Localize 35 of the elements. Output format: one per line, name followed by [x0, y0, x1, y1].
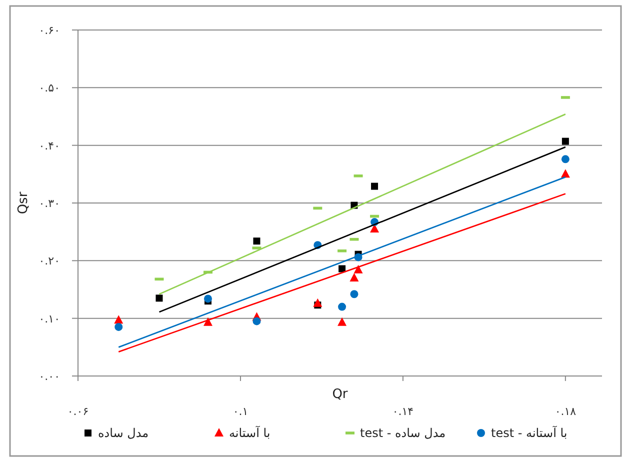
y-tick-label: ۰.۱۰	[38, 312, 60, 326]
x-tick-label: ۰.۱۸	[554, 405, 576, 418]
point	[350, 272, 359, 282]
y-tick-label: ۰.۳۰	[38, 197, 60, 210]
x-tick-label: ۰.۰۶	[67, 405, 89, 418]
point	[371, 182, 378, 190]
point	[350, 290, 358, 298]
point	[114, 315, 124, 324]
y-axis-title: Qsr	[16, 191, 31, 214]
y-tick-label: ۰.۲۰	[38, 254, 60, 268]
y-tick-label: ۰.۰۰	[38, 370, 60, 383]
point	[252, 317, 261, 326]
point	[562, 138, 569, 145]
y-tick-label: ۰.۵۰	[38, 82, 60, 95]
y-tick-label: ۰.۶۰	[38, 24, 60, 37]
legend-label: با آستانه - test	[491, 425, 568, 440]
point	[338, 302, 346, 311]
point	[253, 238, 260, 245]
x-axis-title: Qr	[332, 387, 348, 402]
x-tick-label: ۰.۱۴	[392, 405, 414, 418]
point	[354, 264, 363, 274]
legend-label: مدل ساده - test	[360, 426, 446, 440]
legend-label: مدل ساده	[98, 426, 149, 440]
x-tick-label: ۰.۱	[232, 405, 248, 418]
point	[156, 294, 163, 302]
point	[313, 298, 322, 307]
point	[114, 322, 123, 331]
point	[338, 317, 347, 326]
point	[203, 317, 212, 326]
y-tick-label: ۰.۴۰	[38, 139, 60, 152]
point	[561, 155, 570, 164]
point	[204, 294, 212, 303]
point	[338, 265, 346, 272]
point	[560, 169, 570, 178]
legend-label: با آستانه	[229, 425, 270, 440]
